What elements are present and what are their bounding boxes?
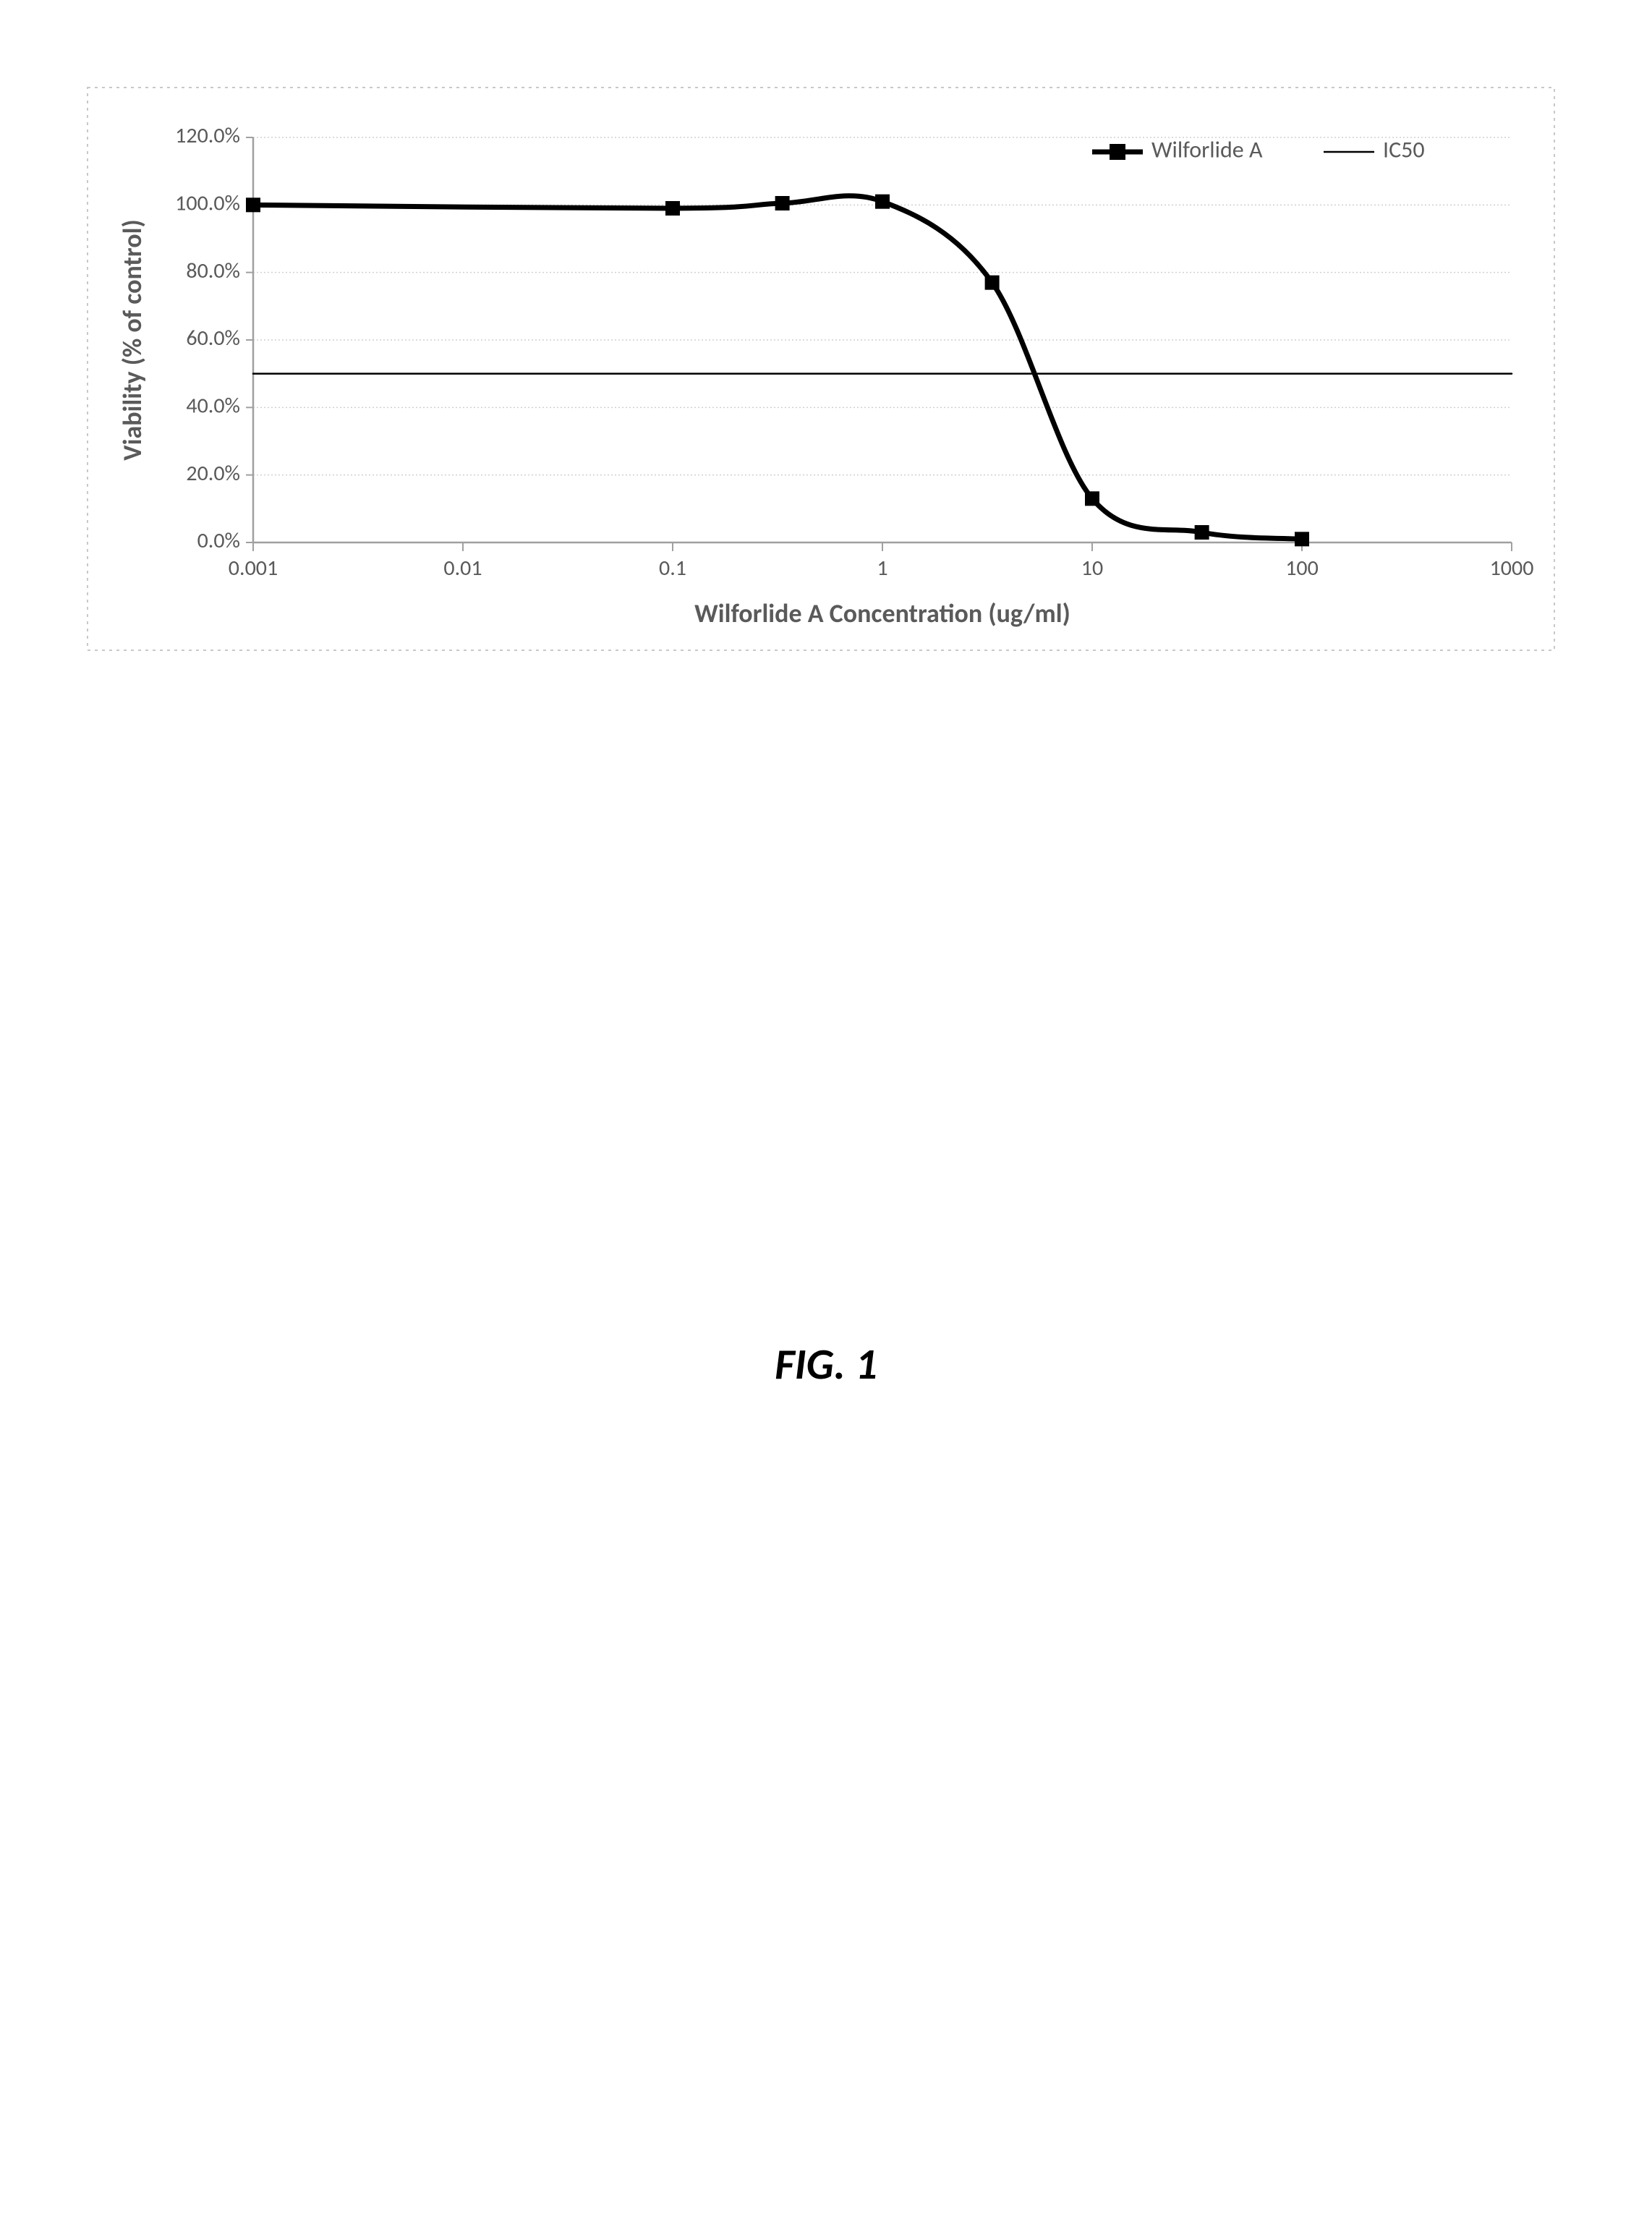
- chart-frame: 0.0% 20.0% 40.0% 60.0% 80.0% 100.0% 120.0% 0.00…: [87, 87, 1555, 651]
- y-tick-label: 40.0%: [186, 392, 240, 419]
- data-marker: [1195, 525, 1209, 540]
- data-marker: [775, 196, 790, 210]
- y-tick-label: 0.0%: [197, 527, 240, 554]
- x-tick-label: 0.1: [659, 555, 686, 582]
- y-tick-label: 60.0%: [186, 325, 240, 352]
- y-tick-label: 120.0%: [175, 122, 240, 149]
- x-axis-label: Wilforlide A Concentration (ug/ml): [694, 597, 1070, 629]
- data-marker: [1295, 532, 1309, 546]
- data-marker: [665, 201, 680, 216]
- y-tick-label: 20.0%: [186, 460, 240, 487]
- x-tick-label: 1000: [1490, 555, 1534, 582]
- x-tick-label: 0.001: [229, 555, 278, 582]
- page: 0.0% 20.0% 40.0% 60.0% 80.0% 100.0% 120.0% 0.00…: [0, 0, 1652, 2222]
- data-marker: [246, 197, 260, 212]
- x-tick-label: 10: [1081, 555, 1103, 582]
- x-tick-label: 0.01: [443, 555, 482, 582]
- y-tick-label: 100.0%: [175, 190, 240, 216]
- data-marker: [875, 195, 890, 209]
- figure-caption: FIG. 1: [0, 1338, 1652, 1391]
- x-tick-label: 1: [877, 555, 887, 582]
- chart-svg: 0.0% 20.0% 40.0% 60.0% 80.0% 100.0% 120.0% 0.00…: [87, 87, 1555, 651]
- y-axis-label: Viability (% of control): [116, 219, 148, 460]
- x-tick-label: 100: [1285, 555, 1319, 582]
- legend-label: IC50: [1383, 136, 1425, 164]
- y-tick-label: 80.0%: [186, 257, 240, 284]
- data-marker: [985, 276, 1000, 290]
- data-marker: [1085, 491, 1099, 506]
- legend-label: Wilforlide A: [1151, 136, 1263, 164]
